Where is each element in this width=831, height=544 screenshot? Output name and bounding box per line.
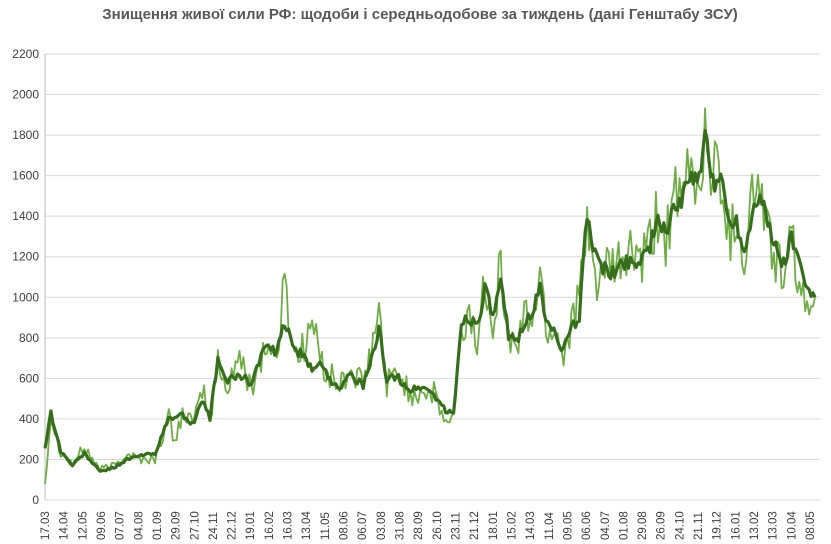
x-tick-label: 01.08 bbox=[618, 511, 630, 540]
x-tick-label: 11.05 bbox=[320, 512, 332, 540]
y-tick-label: 0 bbox=[32, 493, 39, 507]
series-line-weekly-average bbox=[43, 128, 817, 473]
x-tick-label: 23.11 bbox=[450, 512, 462, 540]
x-tick-label: 06.06 bbox=[581, 511, 593, 540]
y-tick-label: 2000 bbox=[12, 88, 39, 102]
y-tick-label: 1000 bbox=[12, 290, 39, 304]
x-tick-label: 08.06 bbox=[339, 511, 351, 540]
x-tick-label: 29.08 bbox=[637, 511, 649, 540]
x-tick-label: 28.09 bbox=[413, 511, 425, 540]
y-tick-label: 200 bbox=[19, 452, 39, 466]
x-tick-label: 18.01 bbox=[488, 511, 500, 540]
x-tick-label: 13.03 bbox=[768, 511, 780, 540]
x-tick-label: 19.01 bbox=[245, 511, 257, 540]
y-tick-label: 1400 bbox=[12, 209, 39, 223]
x-tick-label: 07.07 bbox=[115, 511, 127, 540]
x-tick-label: 11.04 bbox=[544, 511, 556, 540]
x-tick-label: 29.09 bbox=[171, 511, 183, 540]
x-tick-label: 12.05 bbox=[77, 511, 89, 540]
x-tick-label: 26.09 bbox=[656, 511, 668, 540]
x-tick-label: 26.10 bbox=[432, 511, 444, 540]
x-tick-label: 03.08 bbox=[376, 511, 388, 540]
y-tick-label: 2200 bbox=[12, 47, 39, 61]
y-tick-label: 800 bbox=[19, 331, 39, 345]
x-axis-tick-labels: 17.03 14.04 12.05 09.06 07.07 04.08 01.09 29.09… bbox=[40, 511, 817, 540]
x-tick-label: 15.02 bbox=[506, 511, 518, 540]
x-tick-label: 17.03 bbox=[40, 511, 52, 540]
y-tick-label: 400 bbox=[19, 412, 39, 426]
y-axis-tick-labels: 0 200 400 600 800 1000 1200 1400 1600 1800 2000 220… bbox=[12, 47, 39, 507]
x-tick-label: 09.06 bbox=[96, 511, 108, 540]
x-tick-label: 24.11 bbox=[208, 512, 220, 540]
x-tick-label: 16.01 bbox=[730, 511, 742, 540]
x-tick-label: 13.02 bbox=[749, 511, 761, 540]
x-tick-label: 21.11 bbox=[693, 512, 705, 540]
x-tick-label: 08.05 bbox=[805, 511, 817, 540]
x-tick-label: 19.12 bbox=[712, 511, 724, 540]
x-tick-label: 27.10 bbox=[189, 511, 201, 540]
x-tick-label: 13.04 bbox=[301, 511, 313, 540]
x-tick-label: 01.09 bbox=[152, 511, 164, 540]
y-tick-label: 600 bbox=[19, 371, 39, 385]
x-tick-label: 22.12 bbox=[227, 511, 239, 540]
series-line-daily bbox=[44, 107, 816, 485]
x-tick-label: 24.10 bbox=[674, 511, 686, 540]
chart-title: Знищення живої сили РФ: щодоби і середнь… bbox=[102, 6, 738, 23]
x-tick-label: 14.03 bbox=[525, 511, 537, 540]
x-tick-label: 16.02 bbox=[264, 511, 276, 540]
x-tick-label: 14.04 bbox=[59, 511, 71, 540]
y-tick-label: 1200 bbox=[12, 250, 39, 264]
x-tick-label: 21.12 bbox=[469, 511, 481, 540]
series-lines bbox=[43, 107, 817, 485]
x-tick-label: 10.04 bbox=[786, 511, 798, 540]
y-tick-label: 1600 bbox=[12, 169, 39, 183]
x-tick-label: 04.07 bbox=[600, 511, 612, 540]
x-tick-label: 16.03 bbox=[283, 511, 295, 540]
x-tick-label: 09.05 bbox=[562, 511, 574, 540]
y-tick-label: 1800 bbox=[12, 128, 39, 142]
x-tick-label: 06.07 bbox=[357, 511, 369, 540]
x-tick-label: 31.08 bbox=[395, 511, 407, 540]
x-tick-label: 04.08 bbox=[133, 511, 145, 540]
